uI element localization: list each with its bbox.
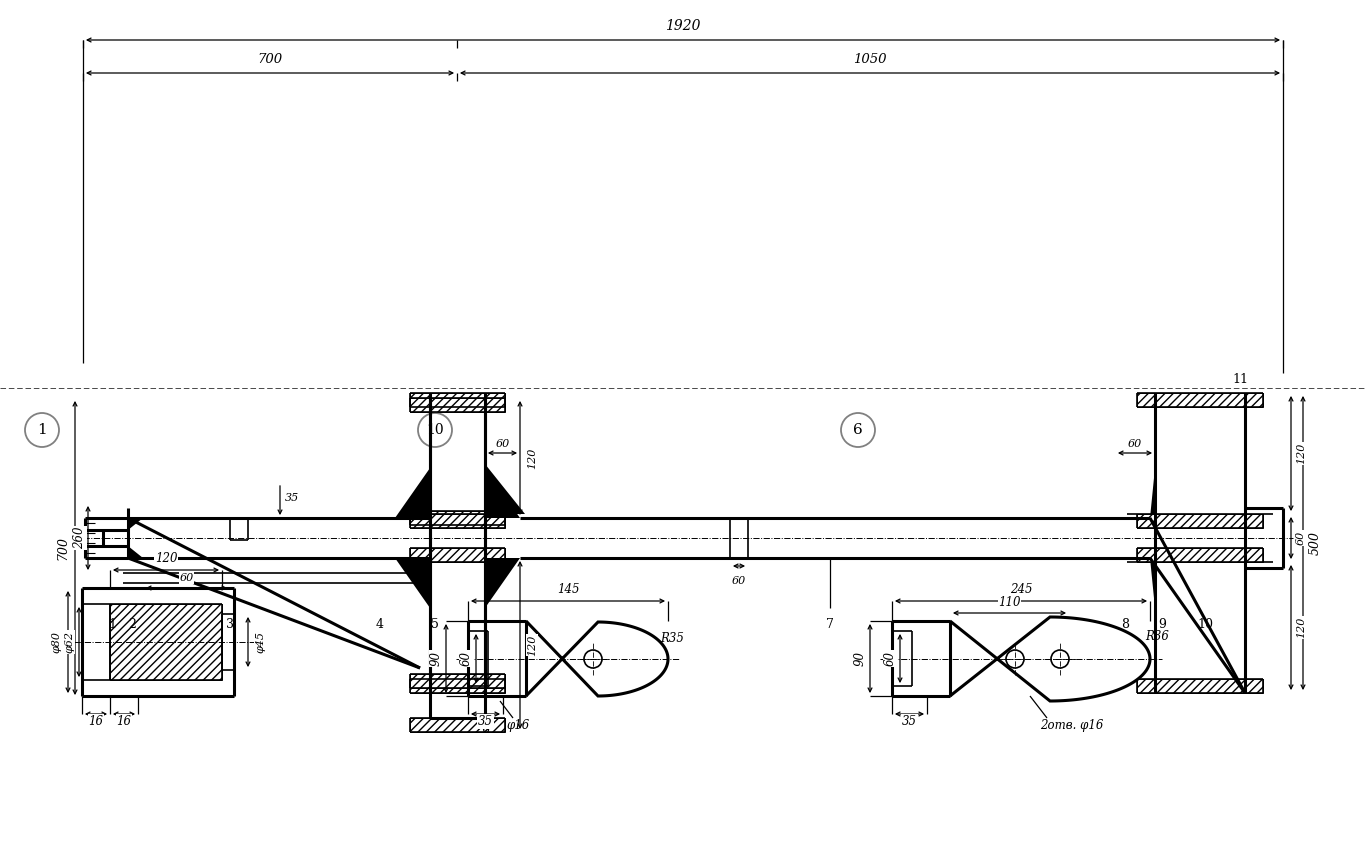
Text: φ16: φ16 bbox=[506, 719, 530, 733]
Text: 35: 35 bbox=[902, 715, 917, 728]
Text: 1050: 1050 bbox=[853, 53, 887, 66]
Text: 8: 8 bbox=[1121, 618, 1129, 631]
Text: 7: 7 bbox=[826, 618, 834, 631]
Text: 1: 1 bbox=[37, 423, 46, 437]
Text: 16: 16 bbox=[116, 715, 131, 728]
Bar bbox=[410, 398, 505, 412]
Text: 2отв. φ16: 2отв. φ16 bbox=[1040, 719, 1104, 733]
Text: 145: 145 bbox=[557, 583, 579, 596]
Polygon shape bbox=[1149, 558, 1155, 608]
Bar bbox=[1137, 514, 1263, 528]
Text: 10: 10 bbox=[1197, 618, 1213, 631]
Text: R36: R36 bbox=[1145, 629, 1168, 643]
Text: R35: R35 bbox=[661, 633, 684, 645]
Text: 60: 60 bbox=[460, 651, 472, 666]
Bar bbox=[410, 674, 505, 688]
Bar bbox=[1137, 548, 1263, 562]
Bar bbox=[410, 511, 505, 525]
Polygon shape bbox=[1149, 468, 1155, 518]
Bar bbox=[410, 548, 505, 562]
Text: 60: 60 bbox=[495, 439, 509, 449]
Text: 120: 120 bbox=[527, 447, 536, 469]
Text: 60: 60 bbox=[732, 576, 747, 586]
Text: 10: 10 bbox=[426, 423, 444, 437]
Polygon shape bbox=[485, 464, 526, 514]
Polygon shape bbox=[485, 468, 520, 518]
Text: 5: 5 bbox=[431, 618, 440, 631]
Text: 4: 4 bbox=[375, 618, 384, 631]
Bar bbox=[410, 514, 505, 528]
Bar bbox=[1137, 679, 1263, 693]
Text: 1920: 1920 bbox=[665, 19, 700, 33]
Text: 500: 500 bbox=[1309, 531, 1321, 555]
Text: 3: 3 bbox=[227, 618, 233, 631]
Polygon shape bbox=[394, 468, 430, 518]
Polygon shape bbox=[394, 558, 430, 608]
Polygon shape bbox=[128, 518, 143, 530]
Text: 700: 700 bbox=[56, 536, 70, 560]
Text: 60: 60 bbox=[1127, 439, 1143, 449]
Text: φ45: φ45 bbox=[255, 631, 265, 653]
Bar bbox=[1137, 393, 1263, 407]
Text: 120: 120 bbox=[1295, 616, 1306, 639]
Text: 60: 60 bbox=[1295, 531, 1306, 545]
Text: 6: 6 bbox=[480, 723, 489, 736]
Text: φ80: φ80 bbox=[51, 631, 61, 653]
Text: 60: 60 bbox=[179, 573, 194, 583]
Text: 90: 90 bbox=[430, 651, 442, 666]
Text: 35: 35 bbox=[285, 493, 299, 503]
Text: 260: 260 bbox=[74, 527, 86, 550]
Bar bbox=[410, 679, 505, 693]
Text: 120: 120 bbox=[1295, 443, 1306, 464]
Text: 110: 110 bbox=[998, 596, 1021, 609]
Text: 120: 120 bbox=[154, 552, 177, 565]
Text: 1: 1 bbox=[108, 618, 116, 631]
Text: 60: 60 bbox=[883, 651, 897, 666]
Text: 16: 16 bbox=[89, 715, 104, 728]
Text: 245: 245 bbox=[1010, 583, 1032, 596]
Bar bbox=[410, 393, 505, 407]
Text: 9: 9 bbox=[1158, 618, 1166, 631]
Text: 2: 2 bbox=[128, 618, 136, 631]
Text: 120: 120 bbox=[527, 634, 536, 656]
Bar bbox=[410, 718, 505, 732]
Text: 35: 35 bbox=[478, 715, 493, 728]
Polygon shape bbox=[128, 546, 143, 558]
Text: 6: 6 bbox=[853, 423, 863, 437]
Polygon shape bbox=[485, 558, 520, 608]
Text: 11: 11 bbox=[1233, 373, 1248, 386]
Text: 90: 90 bbox=[853, 651, 867, 666]
Bar bbox=[111, 604, 222, 680]
Text: 700: 700 bbox=[258, 53, 283, 66]
Text: φ62: φ62 bbox=[64, 631, 74, 653]
